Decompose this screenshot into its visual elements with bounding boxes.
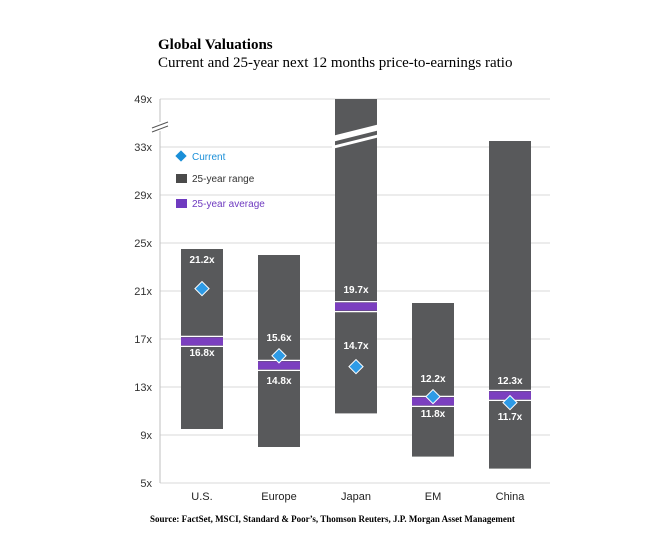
average-band xyxy=(335,302,377,311)
category-label: Japan xyxy=(341,491,371,503)
title-block: Global Valuations Current and 25-year ne… xyxy=(158,36,512,72)
legend-current-label: Current xyxy=(192,152,226,163)
legend-average-swatch xyxy=(176,199,187,208)
y-tick-label: 17x xyxy=(134,334,152,346)
data-label-upper: 12.3x xyxy=(497,376,522,387)
average-band xyxy=(181,337,223,346)
legend-range-swatch xyxy=(176,174,187,183)
current-marker xyxy=(502,394,518,411)
legend-current-swatch xyxy=(175,150,187,162)
category-label: Europe xyxy=(261,491,296,503)
range-bar-china xyxy=(489,141,531,469)
y-tick-label: 33x xyxy=(134,142,152,154)
y-tick-label: 5x xyxy=(140,478,152,490)
data-label-upper: 21.2x xyxy=(189,255,214,266)
y-tick-label: 13x xyxy=(134,382,152,394)
range-bar-em xyxy=(412,303,454,457)
average-band xyxy=(258,361,300,370)
legend-average-label: 25-year average xyxy=(192,199,265,210)
data-label-lower: 16.8x xyxy=(189,348,214,359)
chart-subtitle: Current and 25-year next 12 months price… xyxy=(158,55,513,71)
chart-title: Global Valuations xyxy=(158,37,273,53)
source-note: Source: FactSet, MSCI, Standard & Poor’s… xyxy=(150,514,515,524)
data-label-lower: 11.7x xyxy=(498,412,523,423)
bar-break-mark xyxy=(332,134,380,149)
data-label-upper: 15.6x xyxy=(266,333,291,344)
category-label: EM xyxy=(425,491,442,503)
y-tick-label: 25x xyxy=(134,238,152,250)
data-label-upper: 19.7x xyxy=(343,285,368,296)
bar-break-mark xyxy=(332,124,380,142)
data-label-lower: 14.7x xyxy=(343,341,368,352)
y-tick-label: 21x xyxy=(134,286,152,298)
axis-break-gap xyxy=(152,122,168,131)
category-label: China xyxy=(496,491,526,503)
current-marker xyxy=(348,358,364,375)
legend-range-label: 25-year range xyxy=(192,174,255,185)
axis-break-mark xyxy=(151,125,169,133)
y-tick-label: 49x xyxy=(134,94,152,106)
current-marker xyxy=(425,388,441,405)
data-label-upper: 12.2x xyxy=(420,374,445,385)
y-tick-label: 9x xyxy=(140,430,152,442)
data-label-lower: 11.8x xyxy=(421,409,446,420)
data-label-lower: 14.8x xyxy=(266,376,291,387)
category-label: U.S. xyxy=(191,491,212,503)
current-marker xyxy=(271,348,287,364)
axis-break-mark xyxy=(151,121,169,129)
current-marker xyxy=(194,280,210,297)
y-tick-label: 29x xyxy=(134,190,152,202)
